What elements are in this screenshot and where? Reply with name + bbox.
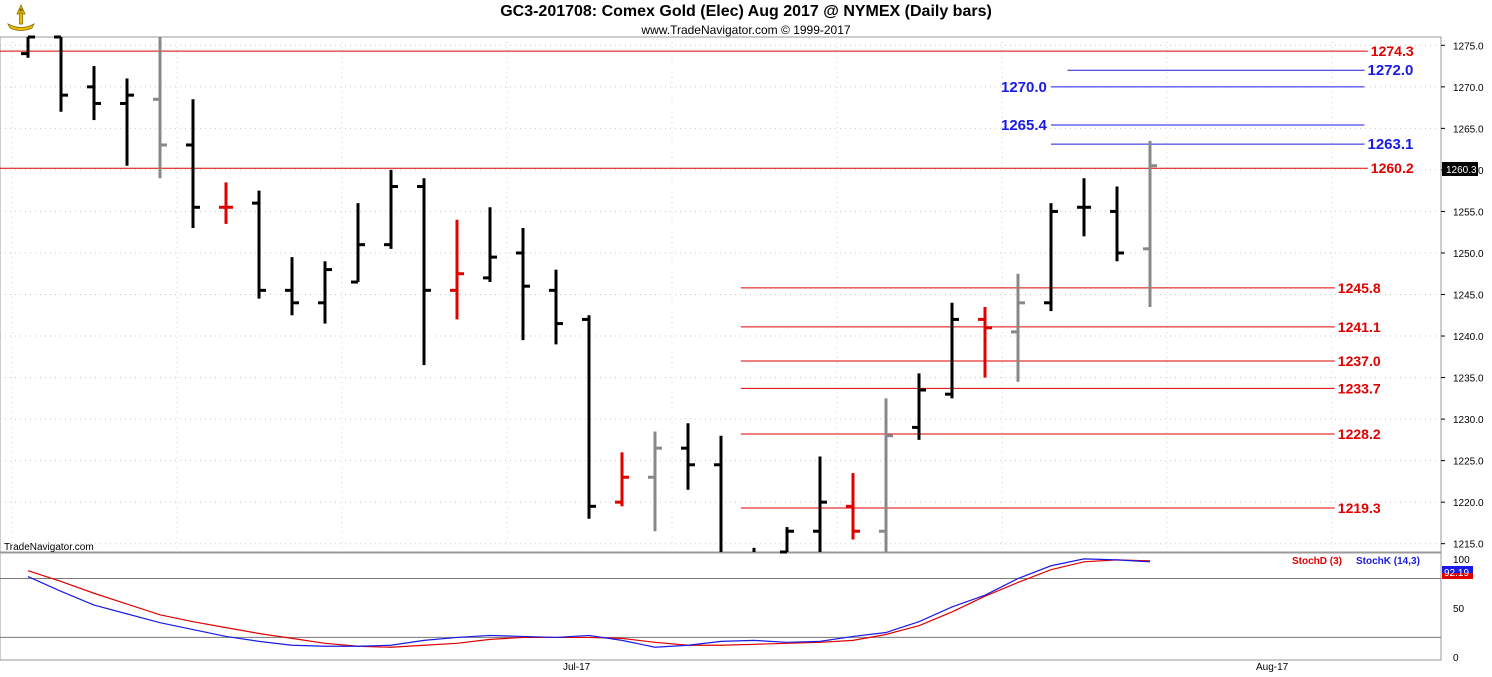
legend-stochk: StochK (14,3) <box>1356 556 1420 567</box>
date-x-axis: Jul-17 Aug-17 <box>563 662 1289 673</box>
last-price-tag <box>1442 162 1478 176</box>
stoch-y-tick-label: 0 <box>1453 653 1459 664</box>
stochd-line <box>27 559 1151 648</box>
level-label: 1241.1 <box>1338 319 1381 335</box>
chart-title: GC3-201708: Comex Gold (Elec) Aug 2017 @… <box>500 3 992 20</box>
last-price-label: 1260.3 <box>1446 165 1477 176</box>
level-label: 1233.7 <box>1338 380 1381 396</box>
stoch-last-tag-red <box>1442 573 1473 579</box>
y-tick-label: 1250.0 <box>1453 249 1484 260</box>
stoch-y-tick-label: 50 <box>1453 604 1465 615</box>
level-label: 1219.3 <box>1338 500 1381 516</box>
y-tick-label: 1230.0 <box>1453 415 1484 426</box>
price-levels: 1274.3 1260.2 1245.8 1241.1 1237.0 1233.7 1228… <box>0 43 1414 516</box>
level-label: 1272.0 <box>1368 62 1414 79</box>
y-tick-label: 1275.0 <box>1453 41 1484 52</box>
price-y-axis: 1215.0 1220.0 1225.0 1230.0 1235.0 1240.0 1245… <box>1441 41 1484 551</box>
stoch-panel-frame <box>0 552 1442 661</box>
y-tick-label: 1235.0 <box>1453 374 1484 385</box>
y-tick-label: 1240.0 <box>1453 332 1484 343</box>
y-tick-label: 1220.0 <box>1453 498 1484 509</box>
watermark-text: TradeNavigator.com <box>4 542 94 553</box>
level-label: 1228.2 <box>1338 426 1381 442</box>
level-label: 1245.8 <box>1338 280 1381 296</box>
y-tick-label: 1245.0 <box>1453 291 1484 302</box>
stochk-line <box>27 558 1151 648</box>
level-label: 1265.4 <box>1001 117 1048 134</box>
stoch-last-label: 92.19 <box>1444 568 1469 579</box>
level-label: 1260.2 <box>1371 160 1414 176</box>
level-label: 1270.0 <box>1001 79 1047 96</box>
stoch-y-tick-label: 100 <box>1453 555 1470 566</box>
price-bars <box>21 35 1157 554</box>
trade-navigator-logo-icon <box>7 4 35 31</box>
stochastic-panel: 0 50 100 <box>0 555 1470 664</box>
level-label: 1237.0 <box>1338 353 1381 369</box>
legend-stochd: StochD (3) <box>1292 556 1342 567</box>
x-tick-label: Aug-17 <box>1256 662 1289 673</box>
y-tick-label: 1255.0 <box>1453 207 1484 218</box>
y-tick-label: 1225.0 <box>1453 457 1484 468</box>
y-tick-label: 1265.0 <box>1453 124 1484 135</box>
level-label: 1263.1 <box>1368 136 1414 153</box>
y-tick-label: 1215.0 <box>1453 540 1484 551</box>
level-label: 1274.3 <box>1371 43 1414 59</box>
chart-subtitle: www.TradeNavigator.com © 1999-2017 <box>641 23 851 37</box>
y-tick-label: 1270.0 <box>1453 83 1484 94</box>
x-tick-label: Jul-17 <box>563 662 591 673</box>
